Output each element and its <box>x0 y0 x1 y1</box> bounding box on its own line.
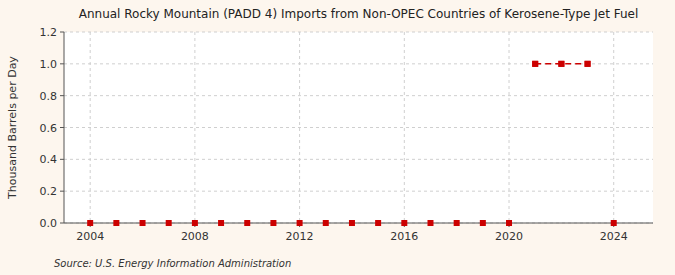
grid-line <box>299 32 300 223</box>
title: Annual Rocky Mountain (PADD 4) Imports f… <box>79 7 639 21</box>
point <box>401 220 407 226</box>
point <box>558 61 564 67</box>
tick-label: 1.0 <box>40 58 58 71</box>
tick-label: 2020 <box>495 230 523 243</box>
tick-label: 2024 <box>600 230 628 243</box>
grid-line <box>64 127 653 128</box>
tick-label: 1.2 <box>40 26 58 39</box>
grid-line <box>90 32 91 223</box>
plot-area <box>64 32 653 223</box>
grid-line <box>404 32 405 223</box>
tick <box>60 63 64 64</box>
point <box>323 220 329 226</box>
point <box>480 220 486 226</box>
y-axis <box>64 32 65 223</box>
point <box>585 61 591 67</box>
tick-label: 2004 <box>76 230 104 243</box>
tick-label: 0.8 <box>40 90 58 103</box>
grid-line <box>64 63 653 64</box>
point <box>140 220 146 226</box>
tick <box>60 159 64 160</box>
point <box>270 220 276 226</box>
point <box>349 220 355 226</box>
point <box>244 220 250 226</box>
tick <box>60 32 64 33</box>
chart: 0.0 0.2 0.4 0.6 0.8 1.0 1.2 2004 2008 2012 2016 202… <box>0 0 675 275</box>
tick-label: 0.6 <box>40 122 58 135</box>
point <box>87 220 93 226</box>
tick-label: 2016 <box>390 230 418 243</box>
tick-label: 2008 <box>181 230 209 243</box>
tick <box>60 191 64 192</box>
tick-label: 0.2 <box>40 185 58 198</box>
point <box>166 220 172 226</box>
tick <box>60 223 64 224</box>
grid-line <box>64 32 653 33</box>
point <box>611 220 617 226</box>
point <box>192 220 198 226</box>
point <box>506 220 512 226</box>
point <box>113 220 119 226</box>
tick-label: 0.0 <box>40 217 58 230</box>
point <box>454 220 460 226</box>
point <box>218 220 224 226</box>
point <box>375 220 381 226</box>
grid-line <box>64 223 653 224</box>
tick-label: 0.4 <box>40 153 58 166</box>
source: Source: U.S. Energy Information Administ… <box>54 258 291 269</box>
tick <box>60 127 64 128</box>
x-axis <box>64 223 653 224</box>
point <box>585 61 591 67</box>
grid-line <box>613 32 614 223</box>
point <box>297 220 303 226</box>
data-layer <box>87 61 617 226</box>
point <box>532 61 538 67</box>
y-axis-label: Thousand Barrels per Day <box>6 56 19 200</box>
grid-line <box>64 159 653 160</box>
point <box>558 61 564 67</box>
point <box>427 220 433 226</box>
background <box>0 0 675 275</box>
point <box>532 61 538 67</box>
grid-line <box>64 95 653 96</box>
grid-line <box>194 32 195 223</box>
grid-line <box>64 191 653 192</box>
tick <box>60 95 64 96</box>
grid-line <box>509 32 510 223</box>
tick-label: 2012 <box>286 230 314 243</box>
